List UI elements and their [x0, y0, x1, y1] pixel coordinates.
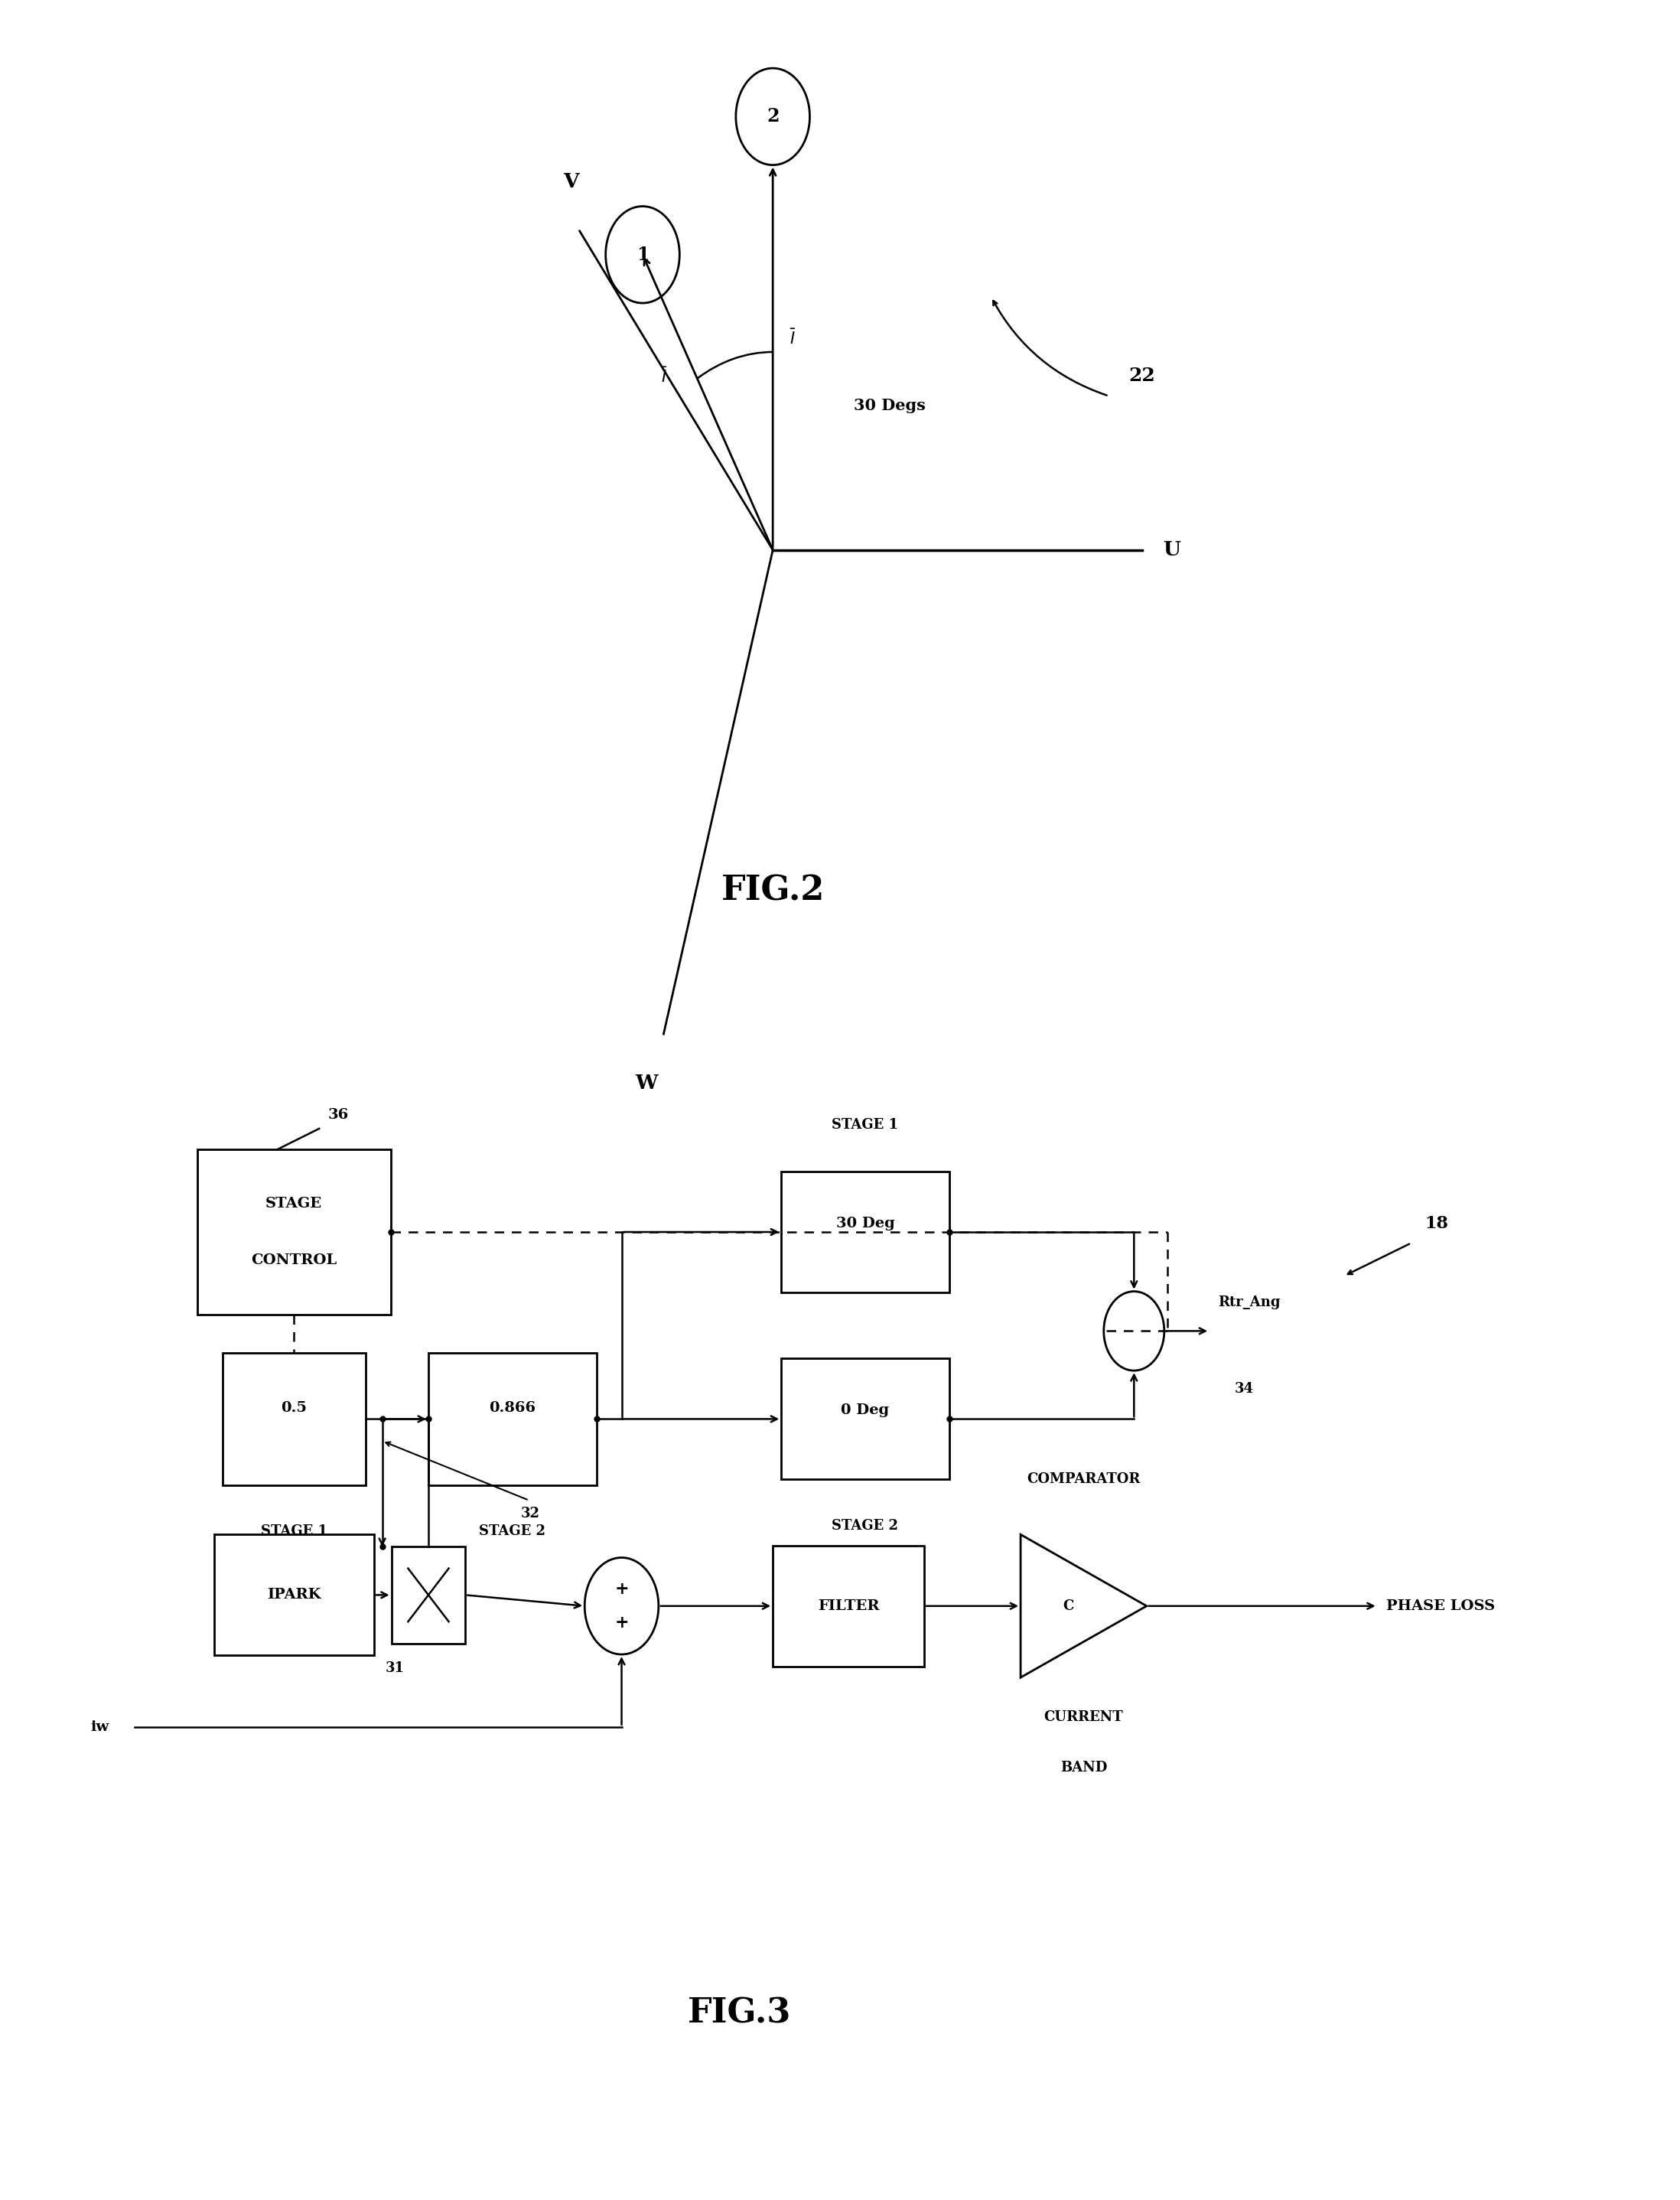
Text: FILTER: FILTER — [818, 1599, 879, 1613]
Text: W: W — [635, 1074, 659, 1093]
FancyBboxPatch shape — [773, 1544, 924, 1668]
Text: Rtr_Ang: Rtr_Ang — [1218, 1296, 1280, 1309]
Text: PHASE LOSS: PHASE LOSS — [1386, 1599, 1495, 1613]
Text: COMPARATOR: COMPARATOR — [1026, 1472, 1141, 1487]
FancyBboxPatch shape — [215, 1536, 373, 1654]
Text: 30 Deg: 30 Deg — [837, 1217, 894, 1230]
Text: 32: 32 — [521, 1507, 539, 1520]
Text: STAGE 2: STAGE 2 — [832, 1518, 899, 1533]
Text: 36: 36 — [328, 1109, 348, 1122]
FancyBboxPatch shape — [428, 1353, 596, 1485]
Text: C: C — [1063, 1599, 1074, 1613]
Text: STAGE: STAGE — [265, 1197, 323, 1210]
Text: STAGE 1: STAGE 1 — [260, 1525, 328, 1538]
Text: 22: 22 — [1129, 367, 1156, 385]
Text: 1: 1 — [637, 246, 648, 264]
Text: STAGE 2: STAGE 2 — [479, 1525, 546, 1538]
Text: V: V — [563, 172, 580, 191]
Text: 18: 18 — [1425, 1214, 1448, 1232]
Text: FIG.2: FIG.2 — [721, 876, 825, 906]
Text: iw: iw — [91, 1720, 109, 1734]
Text: 0.5: 0.5 — [281, 1401, 307, 1415]
Text: 0.866: 0.866 — [489, 1401, 536, 1415]
Text: CONTROL: CONTROL — [250, 1254, 338, 1267]
Text: 34: 34 — [1235, 1382, 1253, 1395]
Text: 2: 2 — [766, 108, 780, 125]
Text: FIG.3: FIG.3 — [687, 1998, 791, 2028]
Text: $\bar{I}$: $\bar{I}$ — [790, 330, 796, 348]
Text: 30 Degs: 30 Degs — [853, 398, 926, 414]
Text: +: + — [615, 1615, 628, 1632]
FancyBboxPatch shape — [781, 1360, 949, 1481]
Text: $\bar{I}$: $\bar{I}$ — [660, 367, 667, 385]
Text: +: + — [615, 1580, 628, 1597]
FancyBboxPatch shape — [222, 1353, 365, 1485]
Text: STAGE 1: STAGE 1 — [832, 1118, 899, 1131]
FancyBboxPatch shape — [781, 1170, 949, 1291]
FancyBboxPatch shape — [391, 1547, 465, 1643]
Text: BAND: BAND — [1060, 1760, 1107, 1775]
Text: IPARK: IPARK — [267, 1588, 321, 1602]
FancyBboxPatch shape — [198, 1148, 390, 1313]
Text: CURRENT: CURRENT — [1043, 1712, 1124, 1725]
Text: 31: 31 — [385, 1661, 405, 1674]
Text: 0 Deg: 0 Deg — [842, 1404, 889, 1417]
Text: U: U — [1163, 541, 1179, 559]
